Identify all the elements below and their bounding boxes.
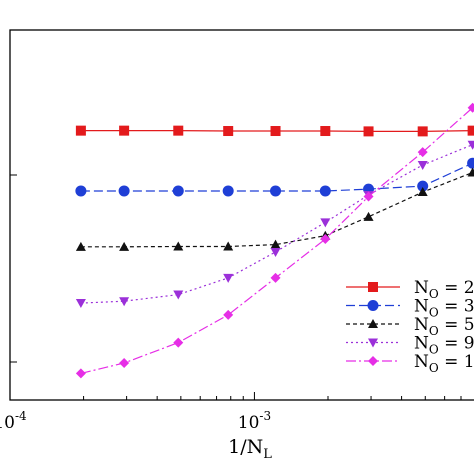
series-1	[75, 157, 474, 197]
series-3-point-4	[270, 248, 281, 257]
series-1-point-0	[75, 185, 87, 197]
legend-label-0: NO = 2	[414, 278, 474, 301]
series-3-point-3	[223, 273, 234, 283]
series-1-point-4	[270, 185, 282, 197]
series-4-point-0	[75, 368, 86, 379]
series-0-point-0	[75, 125, 86, 136]
series-3-point-5	[320, 218, 331, 228]
series-4-point-7	[417, 147, 428, 158]
series-2	[75, 167, 474, 251]
series-1-point-7	[417, 180, 429, 192]
series-3	[75, 140, 474, 309]
legend-label-3: NO = 9	[414, 334, 474, 357]
series-2-point-7	[417, 187, 428, 197]
series-4-point-6	[363, 191, 374, 202]
series-2-point-8	[467, 167, 474, 177]
legend-label-2: NO = 5	[414, 315, 474, 338]
x-tick-label-1: 10-3	[238, 409, 271, 433]
series-4-point-3	[223, 309, 234, 320]
series-0-point-1	[119, 125, 130, 136]
series-2-point-1	[119, 241, 130, 251]
x-axis-label: 1/NL	[228, 436, 272, 462]
series-2-point-2	[173, 241, 184, 251]
legend-box	[340, 273, 474, 381]
series-1-point-2	[172, 185, 184, 197]
series-0-point-5	[320, 126, 331, 137]
series-line-0	[80, 128, 474, 132]
series-3-point-7	[417, 161, 428, 171]
legend-marker-0	[368, 282, 378, 292]
x-axis-label-subscript: L	[263, 447, 272, 462]
series-4-point-1	[119, 358, 130, 368]
series-1-point-5	[319, 185, 331, 197]
series-2-point-0	[75, 241, 86, 251]
series-0-point-6	[363, 126, 374, 137]
series-3-point-2	[173, 290, 184, 300]
series-4-point-5	[320, 234, 331, 245]
series-4-point-4	[270, 272, 281, 283]
plot-frame	[9, 29, 474, 401]
series-0-point-2	[173, 125, 184, 136]
series-line-2	[80, 171, 473, 248]
x-ticks: 10-4 10-3	[0, 392, 462, 433]
series-line-3	[80, 144, 473, 304]
legend: NO = 2NO = 3NO = 5NO = 9NO = 1	[340, 273, 474, 381]
series-4-point-8	[467, 102, 474, 113]
series-1-point-3	[222, 185, 234, 197]
series-2-point-3	[223, 241, 234, 251]
legend-label-1: NO = 3	[414, 297, 474, 320]
x-tick-label-0: 10-4	[0, 409, 27, 433]
series-0-point-3	[223, 126, 234, 137]
legend-marker-4	[368, 356, 378, 366]
legend-marker-3	[368, 338, 378, 348]
series-3-point-0	[75, 299, 86, 309]
legend-label-4: NO = 1	[414, 352, 474, 375]
legend-marker-1	[367, 300, 379, 311]
series-0-point-7	[417, 126, 428, 137]
series-1-point-8	[467, 157, 474, 169]
series-2-point-6	[363, 211, 374, 221]
series-0-point-4	[270, 126, 281, 137]
series-2-point-4	[270, 239, 281, 249]
series-3-point-1	[119, 297, 130, 307]
series-layer	[75, 102, 474, 379]
series-0-point-8	[467, 125, 474, 136]
series-4-point-2	[173, 337, 184, 348]
series-1-point-1	[118, 185, 130, 197]
x-axis-label-main: 1/N	[228, 436, 263, 458]
legend-marker-2	[368, 319, 378, 328]
series-3-point-8	[467, 140, 474, 150]
series-0	[75, 125, 474, 137]
series-4	[75, 102, 474, 379]
